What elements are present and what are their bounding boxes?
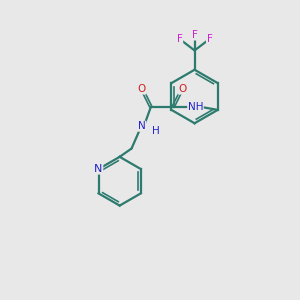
Text: NH: NH bbox=[188, 102, 203, 112]
Text: F: F bbox=[177, 34, 183, 44]
Text: F: F bbox=[206, 34, 212, 44]
Text: F: F bbox=[192, 30, 197, 40]
Text: O: O bbox=[138, 84, 146, 94]
Text: O: O bbox=[178, 84, 186, 94]
Text: N: N bbox=[94, 164, 103, 174]
Text: N: N bbox=[138, 121, 146, 131]
Text: H: H bbox=[152, 126, 160, 136]
